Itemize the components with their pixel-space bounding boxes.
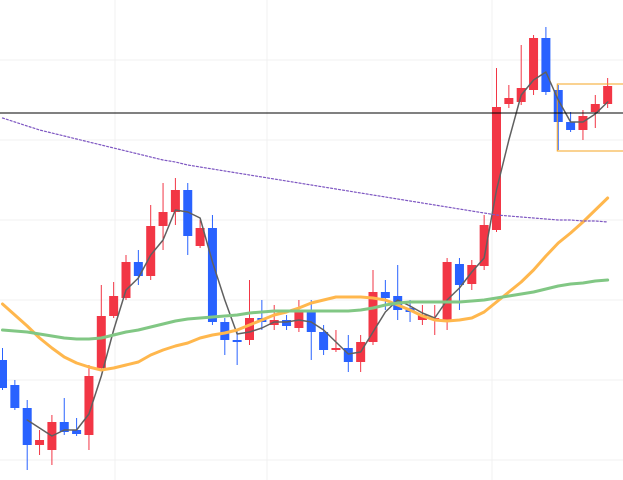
candle-body [331,348,341,350]
candle-body [504,98,514,104]
candle-body [343,348,353,362]
candle-body [158,212,168,226]
candle-body [454,264,464,285]
candle-body [35,440,45,445]
candle-body [195,228,205,246]
candle-body [84,376,94,435]
candle-body [96,316,106,368]
candle-body [121,262,131,298]
moving-average-line [1,278,610,341]
vertical-grid [114,0,493,480]
moving-average-line [1,117,609,223]
candle-body [10,385,20,408]
candle-body [380,292,390,298]
candle-body [368,292,378,342]
candle-body [170,190,180,212]
candle-body [541,38,551,92]
candle-body [442,262,452,320]
moving-average-line [26,71,609,437]
candle-body [220,322,230,340]
candle-body [566,122,576,130]
candle-body [146,226,156,276]
candle-body [59,422,69,432]
candle-body [207,228,217,322]
candle-body [590,104,600,112]
candle-body [578,116,588,130]
range-box [556,83,623,152]
candle-body [282,320,292,326]
candle-body [479,225,489,266]
candle-body [0,360,7,388]
candle-body [72,430,82,434]
candle-body [492,107,501,230]
candle-body [232,340,242,342]
candle-body [319,332,329,350]
candle-body [529,38,539,90]
candle-body [109,296,119,316]
candle-body [245,318,254,340]
candle-body [603,86,613,104]
candle-body [553,90,563,122]
moving-average-line [1,196,610,372]
candle-body [183,190,193,236]
candle-body [467,265,477,284]
candle-body [22,408,32,445]
candle-body [133,262,143,276]
